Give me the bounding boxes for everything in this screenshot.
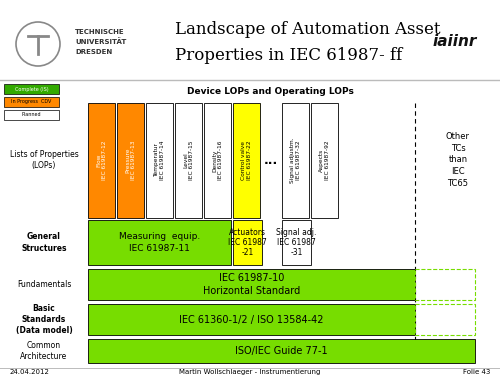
Text: Martin Wollschlaeger - Instrumentierung: Martin Wollschlaeger - Instrumentierung (180, 369, 320, 375)
Text: Properties in IEC 61987- ff: Properties in IEC 61987- ff (175, 46, 402, 63)
Text: Other
TCs
than
IEC
TC65: Other TCs than IEC TC65 (446, 132, 470, 188)
Bar (282, 220, 311, 265)
Bar (4, 97, 59, 107)
Text: Temperatur
IEC 61987-14: Temperatur IEC 61987-14 (154, 141, 165, 180)
Bar (311, 103, 338, 218)
Bar (415, 269, 475, 300)
Bar (282, 103, 309, 218)
Text: Folie 43: Folie 43 (462, 369, 490, 375)
Text: Level
IEC 61987-15: Level IEC 61987-15 (183, 141, 194, 180)
Text: IEC 61360-1/2 / ISO 13584-42: IEC 61360-1/2 / ISO 13584-42 (179, 315, 324, 324)
Bar (88, 339, 475, 363)
Bar (88, 304, 415, 335)
Text: Signal adjustm.
IEC 61987-32: Signal adjustm. IEC 61987-32 (290, 138, 301, 183)
Text: Signal adj.
IEC 61987
-31: Signal adj. IEC 61987 -31 (276, 228, 316, 257)
Text: Aspects
IEC 61987-92: Aspects IEC 61987-92 (319, 141, 330, 180)
Text: Planned: Planned (22, 112, 42, 117)
Text: 24.04.2012: 24.04.2012 (10, 369, 50, 375)
Text: General
Structures: General Structures (21, 232, 67, 252)
Bar (233, 220, 262, 265)
Bar (4, 110, 59, 120)
Text: Control valve
IEC 61987-22: Control valve IEC 61987-22 (241, 141, 252, 180)
Bar (233, 103, 260, 218)
Text: UNIVERSITÄT: UNIVERSITÄT (75, 39, 126, 45)
Text: Flow
IEC 61987-12: Flow IEC 61987-12 (96, 141, 107, 180)
Text: Basic
Standards
(Data model): Basic Standards (Data model) (16, 304, 72, 335)
Text: Fundamentals: Fundamentals (17, 280, 71, 289)
Text: IEC 61987-10
Horizontal Standard: IEC 61987-10 Horizontal Standard (203, 273, 300, 296)
Text: Landscape of Automation Asset: Landscape of Automation Asset (175, 21, 440, 39)
Text: DRESDEN: DRESDEN (75, 49, 112, 55)
Bar (415, 304, 475, 335)
Text: Common
Architecture: Common Architecture (20, 341, 68, 361)
Bar (204, 103, 231, 218)
Text: Pressure
IEC 61987-13: Pressure IEC 61987-13 (125, 141, 136, 180)
Bar (146, 103, 173, 218)
Text: Device LOPs and Operating LOPs: Device LOPs and Operating LOPs (186, 87, 354, 96)
Bar (88, 220, 231, 265)
Text: Actuators
IEC 61987
-21: Actuators IEC 61987 -21 (228, 228, 267, 257)
Text: In Progress  CDV: In Progress CDV (12, 99, 51, 105)
Text: ...: ... (264, 154, 278, 167)
Text: TECHNISCHE: TECHNISCHE (75, 29, 124, 35)
Bar (117, 103, 144, 218)
Bar (4, 84, 59, 94)
Text: Measuring  equip.
IEC 61987-11: Measuring equip. IEC 61987-11 (119, 232, 200, 252)
Text: Lists of Properties
(LOPs): Lists of Properties (LOPs) (10, 150, 78, 170)
Bar (88, 103, 115, 218)
Bar (88, 269, 415, 300)
Bar (175, 103, 202, 218)
Text: Density
IEC 61987-16: Density IEC 61987-16 (212, 141, 223, 180)
Text: Complete (IS): Complete (IS) (14, 87, 48, 92)
Text: iaiinr: iaiinr (433, 34, 477, 50)
Text: ISO/IEC Guide 77-1: ISO/IEC Guide 77-1 (235, 346, 328, 356)
